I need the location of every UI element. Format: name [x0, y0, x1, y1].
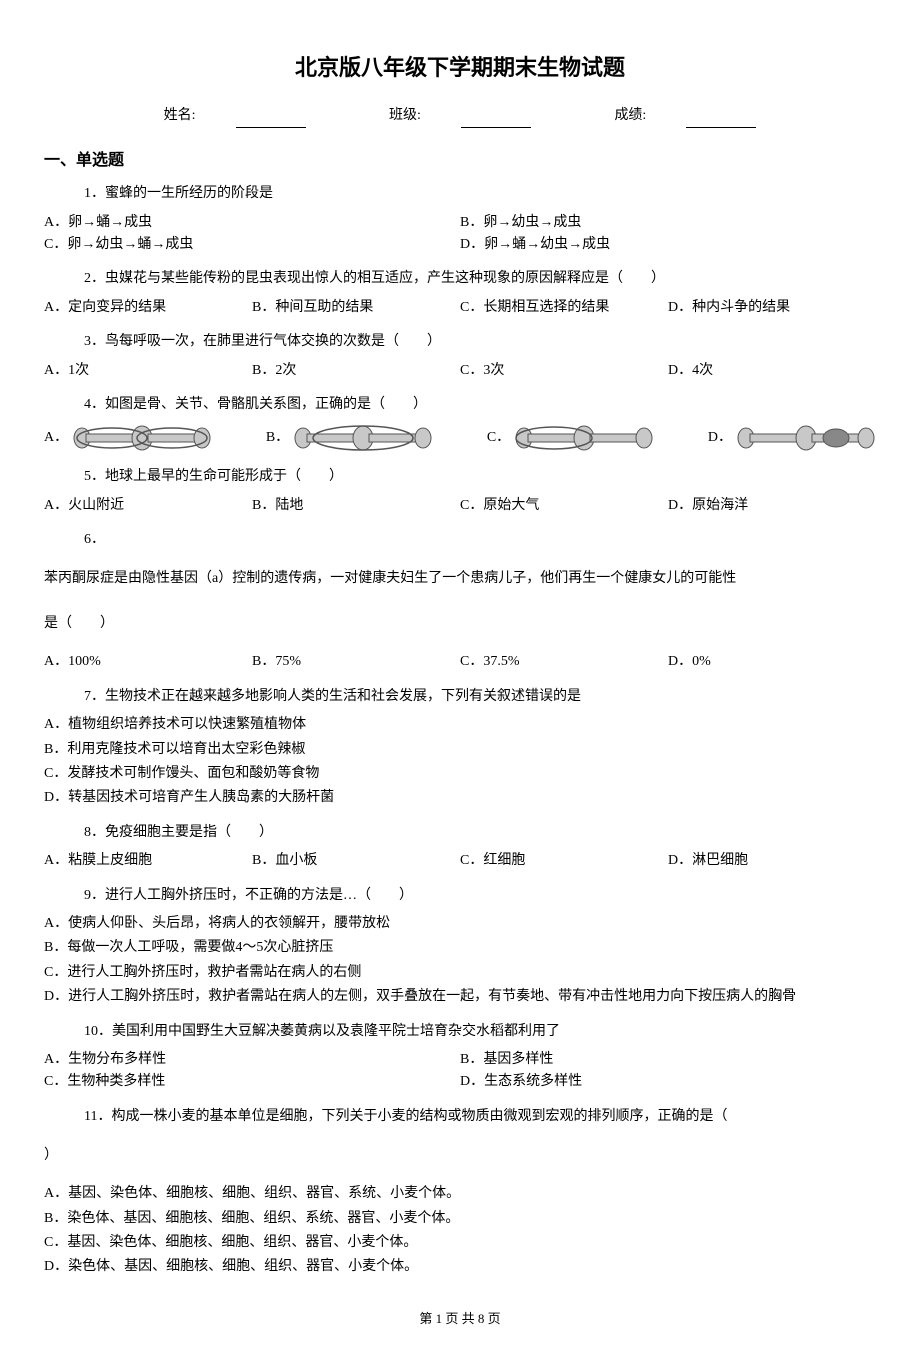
- option-b: B．陆地: [252, 495, 460, 517]
- option-c: C．原始大气: [460, 495, 668, 517]
- option-b: B．基因多样性: [460, 1049, 876, 1071]
- option-a: A．100%: [44, 651, 252, 673]
- question-num: 6．: [84, 529, 876, 551]
- question-text: 3．鸟每呼吸一次，在肺里进行气体交换的次数是（ ）: [84, 331, 876, 353]
- option-d: D．0%: [668, 651, 876, 673]
- option-b: B．: [266, 422, 433, 454]
- option-d: D．染色体、基因、细胞核、细胞、组织、器官、小麦个体。: [44, 1256, 876, 1278]
- option-c: C．进行人工胸外挤压时，救护者需站在病人的右侧: [44, 962, 876, 984]
- score-label: 成绩:: [594, 105, 776, 127]
- option-c: C．基因、染色体、细胞核、细胞、组织、器官、小麦个体。: [44, 1232, 876, 1254]
- option-d: D．原始海洋: [668, 495, 876, 517]
- student-info-row: 姓名: 班级: 成绩:: [44, 105, 876, 127]
- question-2: 2．虫媒花与某些能传粉的昆虫表现出惊人的相互适应，产生这种现象的原因解释应是（ …: [44, 268, 876, 319]
- option-c: C．发酵技术可制作馒头、面包和酸奶等食物: [44, 763, 876, 785]
- option-c: C．3次: [460, 360, 668, 382]
- option-b: B．卵→幼虫→成虫: [460, 212, 876, 234]
- option-a: A．卵→蛹→成虫: [44, 212, 460, 234]
- page-title: 北京版八年级下学期期末生物试题: [44, 50, 876, 85]
- section-header: 一、单选题: [44, 148, 876, 174]
- question-text-2: ）: [44, 1138, 876, 1173]
- option-a: A．: [44, 422, 212, 454]
- question-10: 10．美国利用中国野生大豆解决萎黄病以及袁隆平院士培育杂交水稻都利用了 A．生物…: [44, 1021, 876, 1094]
- question-8: 8．免疫细胞主要是指（ ） A．粘膜上皮细胞 B．血小板 C．红细胞 D．淋巴细…: [44, 822, 876, 873]
- question-text: 5．地球上最早的生命可能形成于（ ）: [84, 466, 876, 488]
- question-7: 7．生物技术正在越来越多地影响人类的生活和社会发展，下列有关叙述错误的是 A．植…: [44, 686, 876, 810]
- question-text: 8．免疫细胞主要是指（ ）: [84, 822, 876, 844]
- option-d: D．进行人工胸外挤压时，救护者需站在病人的左侧，双手叠放在一起，有节奏地、带有冲…: [44, 986, 876, 1008]
- question-text: 2．虫媒花与某些能传粉的昆虫表现出惊人的相互适应，产生这种现象的原因解释应是（ …: [84, 268, 876, 290]
- option-c: C．37.5%: [460, 651, 668, 673]
- bone-diagram-b-icon: [293, 422, 433, 454]
- option-b: B．染色体、基因、细胞核、细胞、组织、系统、器官、小麦个体。: [44, 1208, 876, 1230]
- option-d: D．转基因技术可培育产生人胰岛素的大肠杆菌: [44, 787, 876, 809]
- option-d: D．卵→蛹→幼虫→成虫: [460, 234, 876, 256]
- bone-diagram-c-icon: [514, 422, 654, 454]
- option-d: D．: [708, 422, 876, 454]
- option-c: C．红细胞: [460, 850, 668, 872]
- option-a: A．植物组织培养技术可以快速繁殖植物体: [44, 714, 876, 736]
- name-label: 姓名:: [144, 105, 326, 127]
- option-d: D．生态系统多样性: [460, 1071, 876, 1093]
- class-label: 班级:: [369, 105, 551, 127]
- page-footer: 第 1 页 共 8 页: [44, 1309, 876, 1330]
- question-5: 5．地球上最早的生命可能形成于（ ） A．火山附近 B．陆地 C．原始大气 D．…: [44, 466, 876, 517]
- bone-diagram-a-icon: [72, 422, 212, 454]
- question-text: 4．如图是骨、关节、骨骼肌关系图，正确的是（ ）: [84, 394, 876, 416]
- question-1: 1．蜜蜂的一生所经历的阶段是 A．卵→蛹→成虫 B．卵→幼虫→成虫 C．卵→幼虫…: [44, 183, 876, 256]
- option-a: A．生物分布多样性: [44, 1049, 460, 1071]
- question-text: 9．进行人工胸外挤压时，不正确的方法是…（ ）: [84, 885, 876, 907]
- question-3: 3．鸟每呼吸一次，在肺里进行气体交换的次数是（ ） A．1次 B．2次 C．3次…: [44, 331, 876, 382]
- question-11: 11．构成一株小麦的基本单位是细胞，下列关于小麦的结构或物质由微观到宏观的排列顺…: [44, 1106, 876, 1279]
- question-9: 9．进行人工胸外挤压时，不正确的方法是…（ ） A．使病人仰卧、头后昂，将病人的…: [44, 885, 876, 1009]
- question-text-2: 是（ ）: [44, 606, 876, 641]
- question-text: 1．蜜蜂的一生所经历的阶段是: [84, 183, 876, 205]
- option-a: A．1次: [44, 360, 252, 382]
- option-b: B．每做一次人工呼吸，需要做4～5次心脏挤压: [44, 937, 876, 959]
- question-text: 10．美国利用中国野生大豆解决萎黄病以及袁隆平院士培育杂交水稻都利用了: [84, 1021, 876, 1043]
- question-text: 7．生物技术正在越来越多地影响人类的生活和社会发展，下列有关叙述错误的是: [84, 686, 876, 708]
- question-text: 11．构成一株小麦的基本单位是细胞，下列关于小麦的结构或物质由微观到宏观的排列顺…: [84, 1106, 876, 1128]
- question-text: 苯丙酮尿症是由隐性基因（a）控制的遗传病，一对健康夫妇生了一个患病儿子，他们再生…: [44, 561, 876, 596]
- option-c: C．长期相互选择的结果: [460, 297, 668, 319]
- question-6: 6． 苯丙酮尿症是由隐性基因（a）控制的遗传病，一对健康夫妇生了一个患病儿子，他…: [44, 529, 876, 674]
- option-b: B．血小板: [252, 850, 460, 872]
- option-b: B．利用克隆技术可以培育出太空彩色辣椒: [44, 739, 876, 761]
- question-4: 4．如图是骨、关节、骨骼肌关系图，正确的是（ ） A． B．: [44, 394, 876, 454]
- option-b: B．2次: [252, 360, 460, 382]
- option-b: B．75%: [252, 651, 460, 673]
- option-d: D．淋巴细胞: [668, 850, 876, 872]
- option-d: D．4次: [668, 360, 876, 382]
- bone-diagram-d-icon: [736, 422, 876, 454]
- option-a: A．定向变异的结果: [44, 297, 252, 319]
- option-a: A．使病人仰卧、头后昂，将病人的衣领解开，腰带放松: [44, 913, 876, 935]
- option-a: A．基因、染色体、细胞核、细胞、组织、器官、系统、小麦个体。: [44, 1183, 876, 1205]
- option-a: A．粘膜上皮细胞: [44, 850, 252, 872]
- option-b: B．种间互助的结果: [252, 297, 460, 319]
- option-a: A．火山附近: [44, 495, 252, 517]
- option-c: C．生物种类多样性: [44, 1071, 460, 1093]
- option-c: C．: [487, 422, 654, 454]
- option-c: C．卵→幼虫→蛹→成虫: [44, 234, 460, 256]
- option-d: D．种内斗争的结果: [668, 297, 876, 319]
